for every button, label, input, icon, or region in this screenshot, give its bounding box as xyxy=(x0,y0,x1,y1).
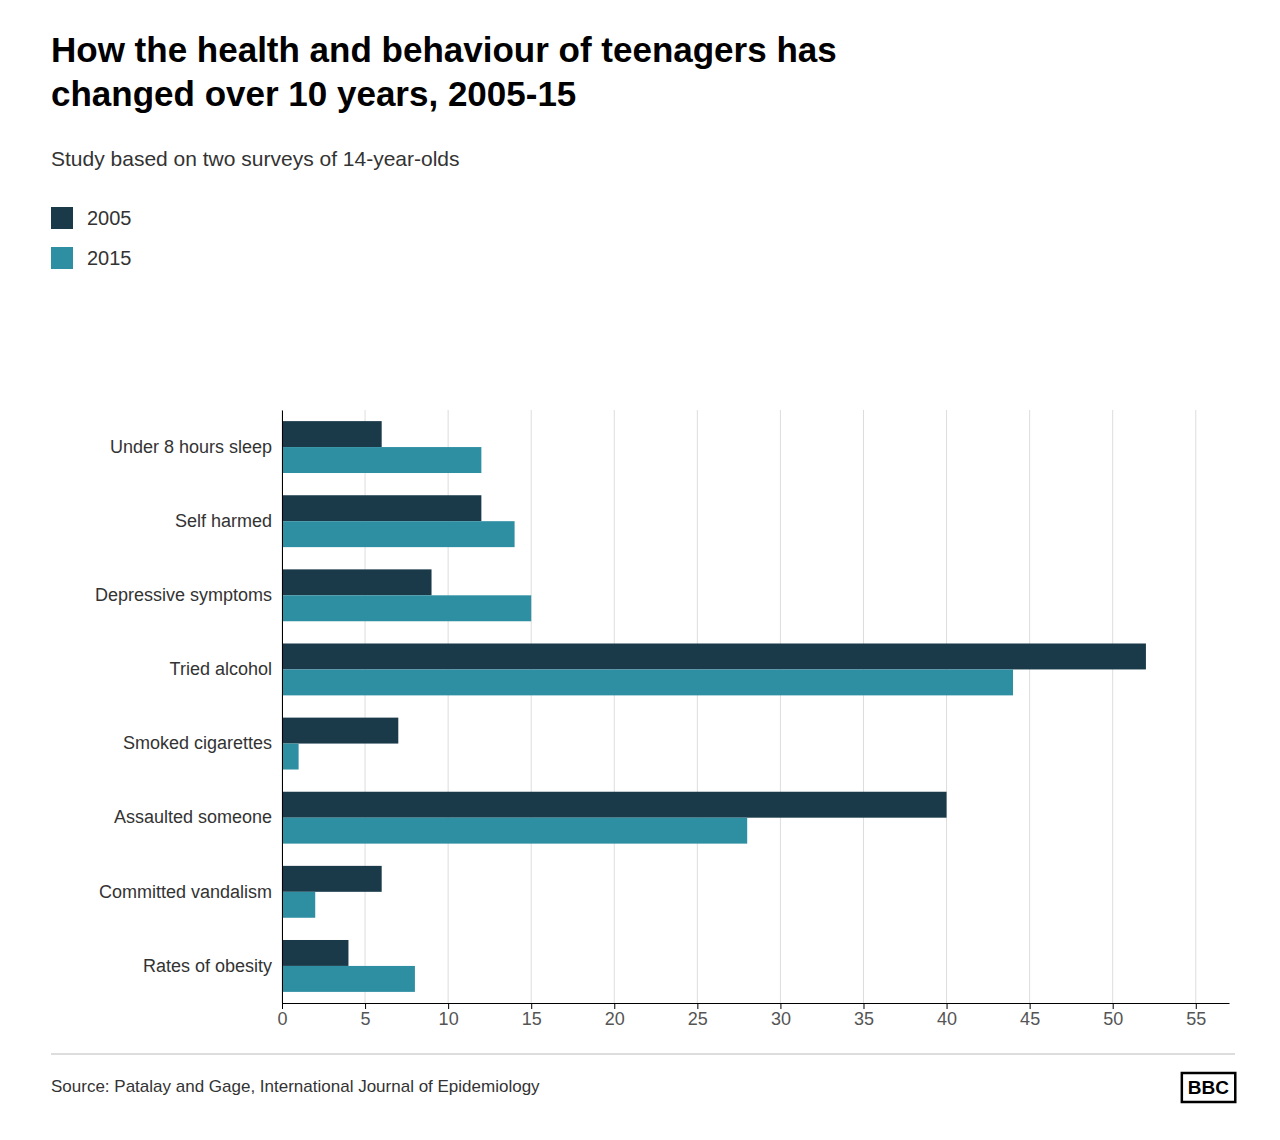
bar xyxy=(282,447,481,473)
x-tick-label: 0 xyxy=(277,1009,287,1029)
x-tick-label: 55 xyxy=(1186,1009,1206,1029)
x-tick: 5 xyxy=(361,1003,371,1029)
y-tick: Assaulted someone xyxy=(114,807,272,827)
grid-line xyxy=(1112,410,1113,1003)
grid-line xyxy=(863,410,864,1003)
y-tick: Rates of obesity xyxy=(143,956,272,976)
y-tick-label: Tried alcohol xyxy=(170,659,272,679)
x-tick: 40 xyxy=(937,1003,957,1029)
y-tick-label: Assaulted someone xyxy=(114,807,272,827)
x-tick-label: 45 xyxy=(1020,1009,1040,1029)
bar xyxy=(282,595,531,621)
grid-line xyxy=(1195,410,1196,1003)
bar xyxy=(282,718,398,744)
x-tick-label: 25 xyxy=(688,1009,708,1029)
bar xyxy=(282,495,481,521)
x-tick: 15 xyxy=(522,1003,542,1029)
x-tick: 30 xyxy=(771,1003,791,1029)
grid-line xyxy=(282,410,283,1003)
x-axis: 0 5 10 15 20 25 30 35 40 45 50 55 xyxy=(277,1003,1229,1029)
y-tick-label: Depressive symptoms xyxy=(95,585,272,605)
legend-swatch xyxy=(51,207,73,229)
grid-line xyxy=(697,410,698,1003)
bar xyxy=(282,892,315,918)
x-tick: 0 xyxy=(277,1003,287,1029)
source-text: Source: Patalay and Gage, International … xyxy=(51,1077,540,1096)
x-tick-label: 20 xyxy=(605,1009,625,1029)
bars xyxy=(282,421,1146,992)
y-tick: Smoked cigarettes xyxy=(123,733,272,753)
bar xyxy=(282,569,432,595)
grid-line xyxy=(531,410,532,1003)
bar-series xyxy=(282,421,1146,966)
logo: BBC xyxy=(1182,1073,1235,1102)
y-tick: Tried alcohol xyxy=(170,659,272,679)
x-tick-label: 35 xyxy=(854,1009,874,1029)
y-axis-line xyxy=(282,411,283,1004)
chart-svg: How the health and behaviour of teenager… xyxy=(0,0,1280,1140)
x-tick: 25 xyxy=(688,1003,708,1029)
y-tick-label: Self harmed xyxy=(175,511,272,531)
title-line: changed over 10 years, 2005-15 xyxy=(51,74,576,113)
y-tick-label: Under 8 hours sleep xyxy=(110,437,272,457)
y-tick: Committed vandalism xyxy=(99,882,272,902)
x-tick-label: 10 xyxy=(439,1009,459,1029)
y-tick: Under 8 hours sleep xyxy=(110,437,272,457)
bar xyxy=(282,521,515,547)
bar xyxy=(282,818,747,844)
bar xyxy=(282,966,415,992)
legend-item: 2005 xyxy=(51,207,132,229)
bar xyxy=(282,940,348,966)
legend-label: 2005 xyxy=(87,207,132,229)
grid-line xyxy=(946,410,947,1003)
x-tick-label: 15 xyxy=(522,1009,542,1029)
y-tick-label: Committed vandalism xyxy=(99,882,272,902)
logo-box xyxy=(1182,1073,1235,1102)
logo-text: BBC xyxy=(1188,1077,1229,1098)
bar xyxy=(282,669,1013,695)
grid-line xyxy=(780,410,781,1003)
x-tick: 45 xyxy=(1020,1003,1040,1029)
bar xyxy=(282,744,299,770)
x-tick-label: 50 xyxy=(1103,1009,1123,1029)
x-tick-label: 40 xyxy=(937,1009,957,1029)
y-tick-label: Smoked cigarettes xyxy=(123,733,272,753)
y-tick: Self harmed xyxy=(175,511,272,531)
legend-label: 2015 xyxy=(87,247,132,269)
legend-swatch xyxy=(51,247,73,269)
bar xyxy=(282,643,1146,669)
bar xyxy=(282,866,382,892)
legend-item: 2015 xyxy=(51,247,132,269)
x-tick: 10 xyxy=(439,1003,459,1029)
x-tick: 35 xyxy=(854,1003,874,1029)
y-tick: Depressive symptoms xyxy=(95,585,272,605)
x-axis-line xyxy=(283,1003,1230,1004)
grid-line xyxy=(1029,410,1030,1003)
subtitle: Study based on two surveys of 14-year-ol… xyxy=(51,147,460,170)
x-tick: 50 xyxy=(1103,1003,1123,1029)
grid-line xyxy=(614,410,615,1003)
plot-area: 0 5 10 15 20 25 30 35 40 45 50 55 Under 8 hours slee… xyxy=(95,410,1230,1029)
x-tick: 55 xyxy=(1186,1003,1206,1029)
x-tick-label: 5 xyxy=(361,1009,371,1029)
bar xyxy=(282,421,382,447)
y-axis: Under 8 hours sleep Self harmed Depressive… xyxy=(95,411,283,1004)
legend: 2005 2015 xyxy=(51,207,132,269)
bar xyxy=(282,792,947,818)
x-tick: 20 xyxy=(605,1003,625,1029)
bar-series xyxy=(282,447,1013,992)
x-tick-label: 30 xyxy=(771,1009,791,1029)
separator xyxy=(51,1054,1235,1055)
title-line: How the health and behaviour of teenager… xyxy=(51,30,837,69)
grid xyxy=(282,410,1196,1003)
title: How the health and behaviour of teenager… xyxy=(51,30,837,113)
y-tick-label: Rates of obesity xyxy=(143,956,272,976)
